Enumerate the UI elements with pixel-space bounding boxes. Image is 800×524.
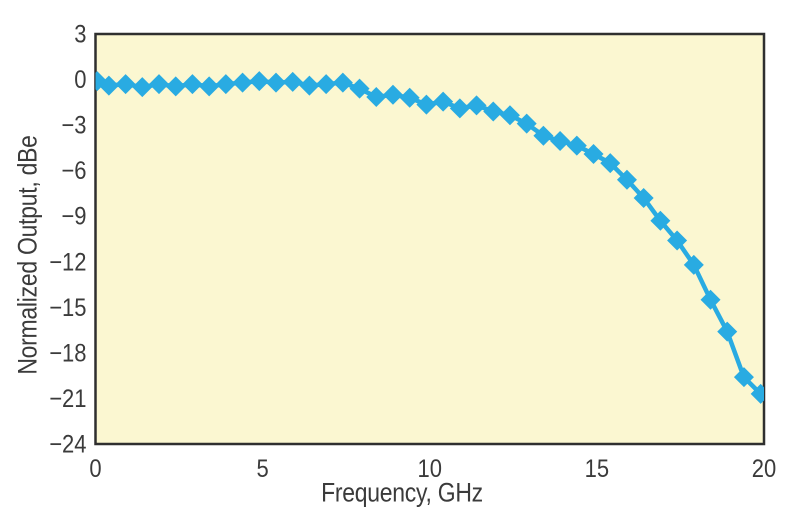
- data-point-marker: [132, 77, 153, 98]
- data-point-marker: [499, 105, 520, 126]
- data-point-marker: [232, 72, 253, 93]
- series-normalized-output-response: [95, 71, 764, 404]
- data-point-marker: [149, 74, 170, 95]
- data-point-marker: [583, 143, 604, 164]
- data-point-marker: [650, 210, 671, 231]
- x-tick-label-15: 15: [585, 455, 609, 483]
- data-point-marker: [616, 169, 637, 190]
- data-point-marker: [282, 71, 303, 92]
- data-point-marker: [700, 289, 721, 310]
- data-point-marker: [550, 131, 571, 152]
- data-point-marker: [95, 71, 108, 92]
- data-point-marker: [516, 113, 537, 134]
- data-point-marker: [533, 125, 554, 146]
- x-tick-label-0: 0: [89, 455, 101, 483]
- data-point-marker: [399, 87, 420, 108]
- data-point-marker: [466, 95, 487, 116]
- data-point-marker: [433, 91, 454, 112]
- data-point-marker: [215, 74, 236, 95]
- data-point-marker: [449, 98, 470, 119]
- y-tick-label-3: 3: [74, 20, 86, 48]
- data-point-marker: [332, 72, 353, 93]
- data-point-marker: [483, 101, 504, 122]
- data-point-marker: [566, 135, 587, 156]
- y-axis-title: Normalized Output, dBe: [12, 135, 43, 375]
- data-point-marker: [349, 78, 370, 99]
- y-tick-label--3: −3: [61, 111, 86, 139]
- data-point-marker: [249, 71, 270, 92]
- y-tick-label-0: 0: [74, 66, 86, 94]
- y-tick-label--24: −24: [49, 430, 86, 458]
- data-point-marker: [717, 321, 738, 342]
- y-tick-label--15: −15: [49, 294, 86, 322]
- x-tick-label-5: 5: [257, 455, 269, 483]
- x-axis-title: Frequency, GHz: [321, 477, 483, 508]
- data-point-marker: [633, 188, 654, 208]
- y-tick-label--6: −6: [61, 157, 86, 185]
- x-tick-label-20: 20: [752, 455, 776, 483]
- x-tick-label-10: 10: [418, 455, 442, 483]
- plot-area: [94, 32, 766, 446]
- data-point-marker: [316, 74, 337, 95]
- data-point-marker: [299, 75, 320, 96]
- data-point-marker: [600, 153, 621, 174]
- data-point-marker: [265, 72, 286, 93]
- data-point-marker: [115, 74, 136, 95]
- data-point-marker: [416, 94, 437, 115]
- data-point-marker: [667, 230, 688, 251]
- data-point-marker: [733, 367, 754, 388]
- y-tick-label--9: −9: [61, 202, 86, 230]
- y-tick-label--18: −18: [49, 339, 86, 367]
- data-point-marker: [750, 383, 764, 404]
- data-point-marker: [382, 84, 403, 105]
- data-point-marker: [182, 74, 203, 95]
- data-point-marker: [165, 76, 186, 97]
- data-point-marker: [98, 75, 119, 96]
- data-point-marker: [199, 76, 220, 97]
- y-tick-label--12: −12: [49, 248, 86, 276]
- data-point-marker: [366, 87, 387, 108]
- y-tick-label--21: −21: [49, 385, 86, 413]
- data-point-marker: [683, 254, 704, 275]
